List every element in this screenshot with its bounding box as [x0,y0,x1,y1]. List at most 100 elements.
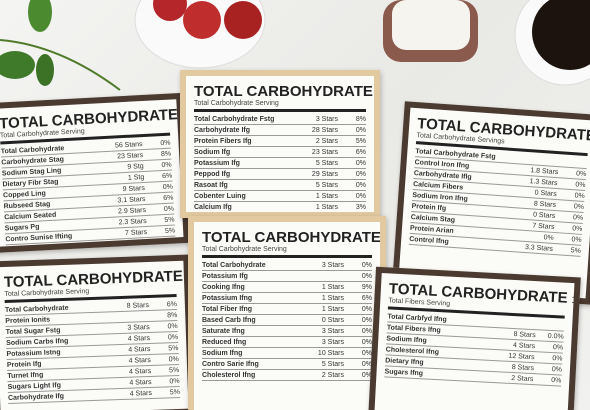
nutrient-cell: Potassium Istng [6,348,61,358]
nutrient-cell: 1 Stars [321,294,344,302]
nutrient-cell: Peppod Ifg [194,170,231,178]
nutrient-cell: 4 Stars [128,367,152,376]
nutrient-cell: 0% [355,170,366,178]
nutrient-cell: 1 Stg [127,173,145,182]
nutrient-cell: 56 Stans [114,140,143,149]
nutrient-cell: Total Fiber Ifng [202,305,253,313]
nutrient-cell: 28 Stars [311,126,338,134]
nutrient-cell: 5% [164,215,175,224]
nutrient-cell: 0% [361,305,372,313]
apple [224,1,262,39]
nutrient-cell: Sodium Carbs Ifng [6,337,69,347]
nutrient-cell: 0% [572,213,584,222]
nutrient-cell: 0% [361,261,372,269]
nutrient-cell: 8% [167,311,178,319]
nutrient-cell: 0% [169,377,180,385]
nutrient-cell: 6% [361,294,372,302]
nutrient-cell: 3% [355,203,366,211]
title-text: TOTAL CARBOHYDRATE [202,229,381,246]
nutrient-cell: 7 Stars [124,228,148,237]
nutrient-cell: 0% [355,159,366,167]
nutrient-cell: 3.1 Stars [117,195,146,204]
nutrient-row: Contro Sarie Ifng 5 Stars 0% [202,359,372,370]
nutrient-cell: 3 Stars [315,115,338,123]
nutrient-cell: Turnet Ifng [7,371,44,380]
nutrient-row: Potassium Ifg 0% [202,271,372,282]
title-amount: 1g [571,295,581,307]
nutrient-cell: 2 Stars [321,371,344,379]
nutrient-cell: 1.3 Stars [529,177,558,187]
title-text: TOTAL CARBOHYDRATE [194,83,373,100]
nutrient-row: Sodium Ifng 10 Stars 0% [202,348,372,359]
nutrient-cell: 0% [361,360,372,368]
nutrient-row: Reduced Ifng 3 Stars 0% [202,337,372,348]
milk [392,0,470,50]
nutrient-cell: 0% [355,181,366,189]
nutrient-cell: 4 Stars [127,334,151,343]
nutrient-row: Potassium Ifg 5 Stars 0% [194,158,366,169]
nutrient-cell: Cooking Ifng [202,283,245,291]
nutrient-cell: 0% [361,316,372,324]
nutrient-cell: 4 Stars [129,378,152,387]
nutrient-cell: Sodium Ifng [202,349,243,357]
nutrient-cell: 3 Stars [321,327,344,335]
nutrient-cell: 5% [168,366,180,374]
nutrient-cell: 1 Stars [315,203,338,211]
nutrient-cell: 5% [169,388,181,396]
nutrient-cell: 9 Stars [122,184,146,193]
nutrient-cell: Cobenter Luing [194,192,246,200]
nutrient-row: Total Carbohydrate 3 Stars 0% [202,260,372,271]
nutrient-row: Based Carb Ifng 0 Stars 0% [202,315,372,326]
nutrient-cell: 5 Stars [321,360,344,368]
nutrient-cell: 9 Stg [127,162,144,171]
nutrient-cell: Saturate Ifng [202,327,245,335]
title-amount: 1g [385,234,386,245]
nutrient-cell: 0% [552,354,563,363]
nutrient-cell: 0 Stars [532,210,556,220]
nutrient-row: Calcium Ifg 1 Stars 3% [194,202,366,212]
nutrient-cell: 0% [575,169,587,178]
nutrient-cell: 2.9 Stars [117,206,147,215]
nutrient-cell: 1 Stars [321,305,344,313]
coffee [532,0,590,70]
nutrient-cell: 0% [167,322,178,330]
nutrient-cell: 2.3 Stars [118,217,147,226]
apple [183,1,221,39]
nutrient-cell: 0% [160,139,171,147]
nutrient-cell [97,312,149,321]
nutrient-cell: 10 Stars [317,349,344,357]
nutrient-cell [559,158,587,167]
nutrient-cell: 3 Stars [321,338,344,346]
leaf [36,54,54,86]
nutrient-cell: 0% [551,365,563,374]
nutrient-cell: 7 Stars [532,221,555,231]
nutrient-cell: Protein Ifg [6,360,42,369]
nutrient-cell: 5 Stars [315,181,338,189]
nutrient-cell: 5% [164,226,176,235]
nutrient-cell: Contro Sarie Ifng [202,360,259,368]
nutrient-cell: 0% [574,191,585,200]
nutrient-cell: 0% [355,192,366,200]
nutrient-cell: 8 Stars [511,363,535,372]
nutrient-cell: 23 Stars [311,148,338,156]
nutrient-cell: 5 Stars [315,159,338,167]
nutrient-row: Cobenter Luing 1 Stars 0% [194,191,366,202]
nutrient-cell: 0 Stars [321,316,344,324]
nutrient-cell: 0% [575,180,586,189]
nutrient-cell: Calcium Ifg [194,203,232,211]
nutrient-cell: Potassium Ifng [202,294,253,302]
nutrient-cell: Based Carb Ifng [202,316,256,324]
nutrient-cell: 0% [168,355,179,363]
nutrient-cell: 0% [361,327,372,335]
nutrient-cell: 0% [361,349,372,357]
nutrient-cell: 0% [167,333,179,341]
nutrient-cell: Potassium Ifg [202,272,248,280]
nutrient-cell: 2 Stars [511,374,534,383]
nutrient-row: Sodium Ifg 23 Stars 6% [194,147,366,158]
